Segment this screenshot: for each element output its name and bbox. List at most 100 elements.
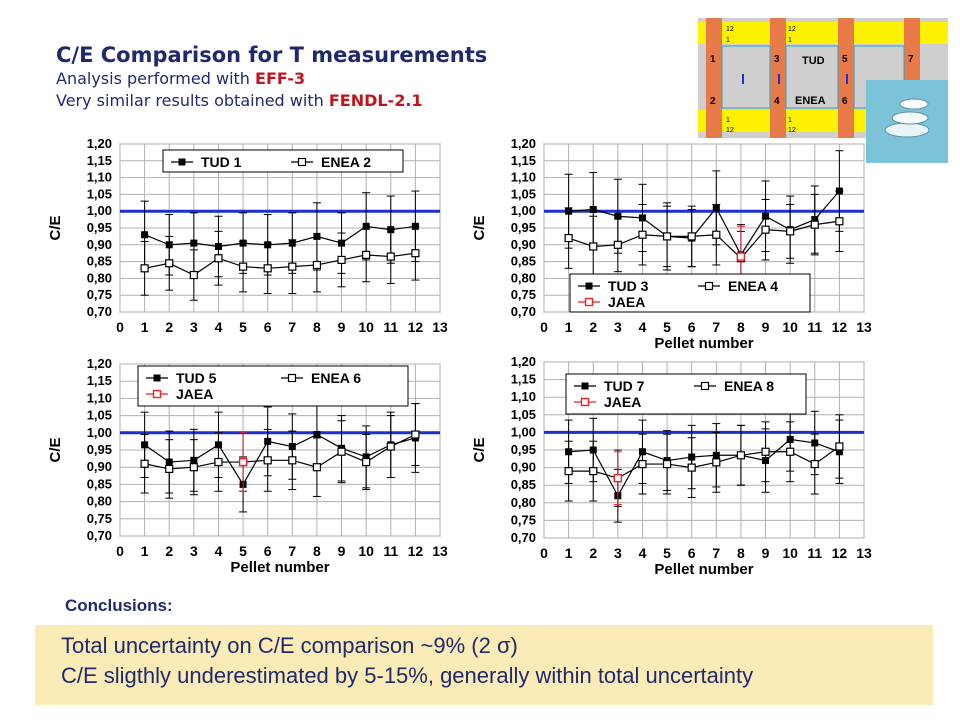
chart-3-ytick-label: 1,20 xyxy=(87,356,112,371)
chart-1-data-point xyxy=(189,270,198,280)
chart-2-xtick-label: 13 xyxy=(856,319,872,335)
chart-2-xtick-label: 5 xyxy=(663,319,671,335)
chart-1-xtick-label: 8 xyxy=(313,319,321,335)
grid-num-d: 1 xyxy=(788,37,792,44)
chart-1-series-2 xyxy=(140,225,420,301)
chart-2-data-point xyxy=(662,232,672,241)
grid-num-h: 12 xyxy=(788,127,796,134)
chart-1-legend-label: TUD 1 xyxy=(201,154,242,170)
chart-2-data-point xyxy=(589,242,598,251)
chart-4-xtick-label: 7 xyxy=(712,545,720,561)
chart-3-xtick-label: 11 xyxy=(383,543,398,559)
grid-label-tud: TUD xyxy=(802,55,825,67)
chart-4-xtick-label: 0 xyxy=(540,545,548,561)
chart-1-ytick-label: 0,85 xyxy=(87,254,112,269)
conclusions-box: Total uncertainty on C/E comparison ~9% … xyxy=(35,625,933,705)
grid-label-enea: ENEA xyxy=(795,95,826,107)
chart-3-data-point xyxy=(288,456,297,465)
chart-1-xtick-label: 4 xyxy=(215,319,223,335)
chart-4-xtick-label: 3 xyxy=(614,545,622,561)
chart-1-xtick-label: 11 xyxy=(383,319,398,335)
chart-3-legend-marker xyxy=(153,374,161,382)
chart-4-ytick-label: 1,05 xyxy=(511,407,536,422)
chart-1-legend: TUD 1 ENEA 2 xyxy=(162,149,404,173)
chart-3-data-point xyxy=(313,431,321,439)
chart-3-series-line xyxy=(144,433,416,486)
chart-4-legend-marker xyxy=(580,397,590,407)
chart-3-svg: 0,70 0,75 0,80 0,85 0,90 0,95 1,00 1,05 1,10 1,15… xyxy=(47,356,448,576)
chart-2-data-point xyxy=(786,227,795,236)
subtitle-line-1: Analysis performed with EFF-3 xyxy=(56,68,487,90)
grid-num-b: 1 xyxy=(726,37,730,44)
chart-2-data-point xyxy=(736,252,746,261)
chart-1: 0,70 0,75 0,80 0,85 0,90 0,95 1,00 1,05 1,10 1,15… xyxy=(38,132,458,342)
chart-1-ytick-label: 1,15 xyxy=(87,153,112,168)
chart-2-ytick-label: 0,80 xyxy=(511,270,536,285)
chart-1-data-point xyxy=(214,254,223,263)
chart-4-xtick-label: 13 xyxy=(856,545,872,561)
chart-2-ytick-label: 1,15 xyxy=(511,153,536,168)
chart-1-legend-marker xyxy=(178,158,186,166)
grid-num-4: 4 xyxy=(774,96,780,107)
chart-1-legend-marker xyxy=(297,157,307,167)
grid-num-c: 12 xyxy=(788,26,796,33)
coin-stack-base xyxy=(884,122,930,138)
chart-2-ytick-label: 0,90 xyxy=(511,237,536,252)
chart-3-xtick-label: 1 xyxy=(141,543,149,559)
chart-1-xtick-label: 13 xyxy=(432,319,448,335)
grid-num-3: 3 xyxy=(774,54,780,65)
chart-3-legend-label: JAEA xyxy=(176,386,213,402)
chart-1-xtick-label: 9 xyxy=(338,319,346,335)
chart-3: 0,70 0,75 0,80 0,85 0,90 0,95 1,00 1,05 1,10 1,15… xyxy=(38,352,458,588)
chart-1-xtick-label: 10 xyxy=(358,319,374,335)
chart-2-data-point xyxy=(589,206,597,214)
chart-2-legend-box xyxy=(569,273,811,313)
subtitle-2-text: Very similar results obtained with xyxy=(56,91,329,110)
chart-1-xtick-label: 3 xyxy=(190,319,198,335)
chart-3-legend-box xyxy=(137,365,409,407)
chart-2-data-point xyxy=(614,212,622,220)
chart-4-ytick-label: 1,20 xyxy=(511,354,536,369)
chart-2-data-point xyxy=(564,233,573,243)
chart-4-ytick-label: 1,15 xyxy=(511,372,536,387)
chart-2-legend-marker xyxy=(585,282,593,290)
chart-3-xlabel: Pellet number xyxy=(230,559,329,576)
chart-4-ytick-label: 1,00 xyxy=(511,424,536,439)
chart-1-xtick-label: 2 xyxy=(165,319,173,335)
chart-3-legend-label: TUD 5 xyxy=(176,370,217,386)
chart-1-xtick-label: 0 xyxy=(116,319,124,335)
chart-2-series-line xyxy=(568,220,840,260)
chart-1-ytick-label: 0,90 xyxy=(87,237,112,252)
chart-2-xtick-label: 4 xyxy=(639,319,647,335)
grid-num-f: 12 xyxy=(726,127,734,134)
chart-3-ytick-label: 0,80 xyxy=(87,494,112,509)
chart-2-xtick-label: 1 xyxy=(565,319,573,335)
chart-3-ytick-label: 0,70 xyxy=(87,528,112,543)
chart-1-svg: 0,70 0,75 0,800,85 0,90 0,95 1,00 1,051,10 1,15… xyxy=(47,136,448,335)
chart-2-ylabel: C/E xyxy=(471,215,488,240)
coin-stack-top xyxy=(899,98,929,110)
chart-1-ytick-label: 1,00 xyxy=(87,203,112,218)
chart-3-legend-label: ENEA 6 xyxy=(311,370,361,386)
grid-marker-2 xyxy=(778,74,780,84)
chart-3-legend-marker xyxy=(287,373,297,383)
chart-3-xtick-label: 4 xyxy=(215,543,223,559)
detector-grid-diagram: 12 1 12 1 1 3 5 7 2 4 6 1 12 1 12 TUD EN… xyxy=(698,18,948,167)
chart-4-data-point xyxy=(638,459,647,469)
chart-3-xtick-label: 12 xyxy=(408,543,424,559)
chart-2-xtick-label: 7 xyxy=(712,319,720,335)
chart-1-ytick-label: 0,95 xyxy=(87,220,112,235)
page-title: C/E Comparison for T measurements xyxy=(56,43,488,67)
chart-3-data-point xyxy=(165,464,174,474)
chart-2-legend-label: TUD 3 xyxy=(608,278,649,294)
chart-4-series-3 xyxy=(613,451,623,506)
chart-4-ytick-label: 0,70 xyxy=(511,530,536,545)
grid-num-e: 1 xyxy=(726,117,730,124)
chart-1-xtick-label: 12 xyxy=(408,319,424,335)
subtitle-2-highlight: FENDL-2.1 xyxy=(328,91,423,110)
chart-1-series-line xyxy=(144,252,416,276)
chart-4-xtick-label: 10 xyxy=(782,545,798,561)
chart-2-ytick-label: 1,05 xyxy=(511,186,536,201)
grid-top-band xyxy=(698,22,948,44)
chart-2-ytick-label: 1,10 xyxy=(511,170,536,185)
